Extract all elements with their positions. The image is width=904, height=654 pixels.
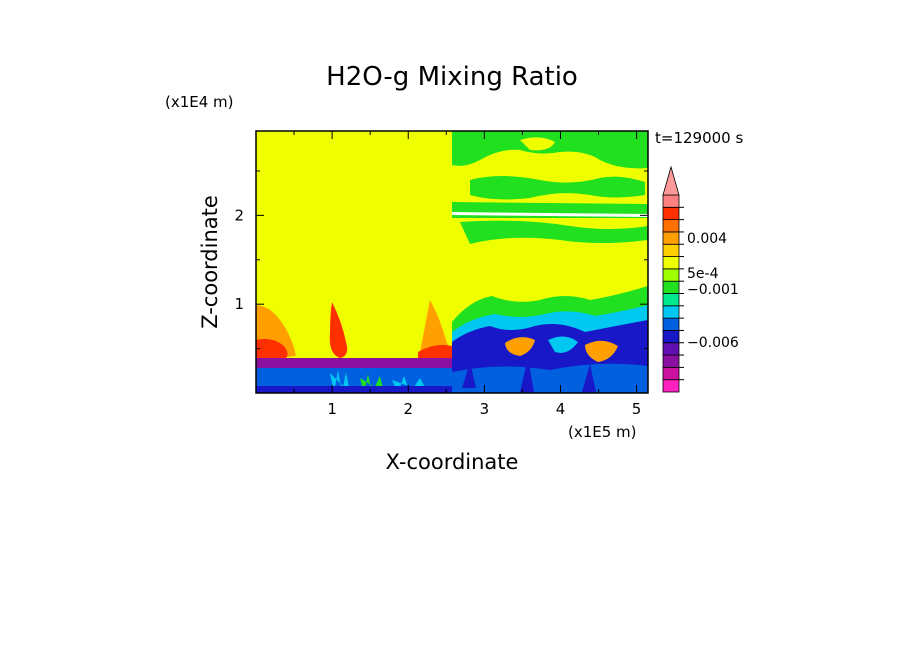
colorbar-swatch [662,342,680,356]
colorbar-label: 5e-4 [687,266,719,282]
x-tick-label: 1 [327,400,337,418]
time-label: t=129000 s [655,129,743,147]
y-tick-label: 2 [234,206,244,224]
field-red-right [418,344,452,360]
field-orange-tongue-1 [505,337,535,356]
field-red-left [256,338,288,360]
x-tick-label: 2 [403,400,413,418]
chart-title: H2O-g Mixing Ratio [326,62,578,92]
axis-tick-labels: 1 2 3 4 5 1 2 [234,206,641,418]
field-orange-tongue-2 [585,340,618,362]
x-axis-title: X-coordinate [386,450,519,474]
colorbar-label: 0.004 [687,231,727,247]
colorbar-extend-arrow [662,165,680,196]
colorbar-swatch [662,231,680,245]
colorbar-labels: 0.004 5e-4−0.001 −0.006 [687,231,739,351]
colorbar-label: −0.001 [687,282,739,298]
colorbar-swatch [662,194,680,208]
colorbar-swatch [662,330,680,344]
colorbar [662,165,684,393]
field-yellow-blob [520,137,555,151]
field-orange-right [420,300,449,358]
y-axis-title: Z-coordinate [198,195,222,329]
y-unit-label: (x1E4 m) [165,93,234,111]
colorbar-swatch [662,268,680,282]
colorbar-label: −0.006 [687,335,739,351]
x-unit-label: (x1E5 m) [568,423,637,441]
axis-ticks [256,131,648,393]
field-white-line [452,212,648,217]
colorbar-swatch [662,256,680,270]
field-purple-band [256,358,452,368]
colorbar-swatch [662,379,680,393]
field-blue-layer [452,363,648,393]
colorbar-swatch [662,219,680,233]
y-tick-label: 1 [234,295,244,313]
colorbar-swatch [662,206,680,221]
x-tick-label: 4 [556,400,566,418]
field-cyan-tongue [548,336,578,353]
colorbar-swatch [662,293,680,307]
colorbar-swatch [662,317,680,331]
x-tick-label: 5 [632,400,642,418]
field-green-top [452,131,648,169]
colorbar-swatch [662,243,680,257]
contour-field [256,131,648,393]
field-green-patch [470,176,645,200]
colorbar-swatch [662,305,680,319]
colorbar-swatch [662,354,680,368]
field-blue-spikes [462,358,596,392]
colorbar-swatch [662,366,680,381]
field-red-mid [329,302,348,358]
colorbar-swatch [662,280,680,294]
plot-frame [255,130,649,394]
field-darkblue-band [256,386,452,393]
x-tick-label: 3 [480,400,490,418]
field-green-lower [460,220,648,244]
